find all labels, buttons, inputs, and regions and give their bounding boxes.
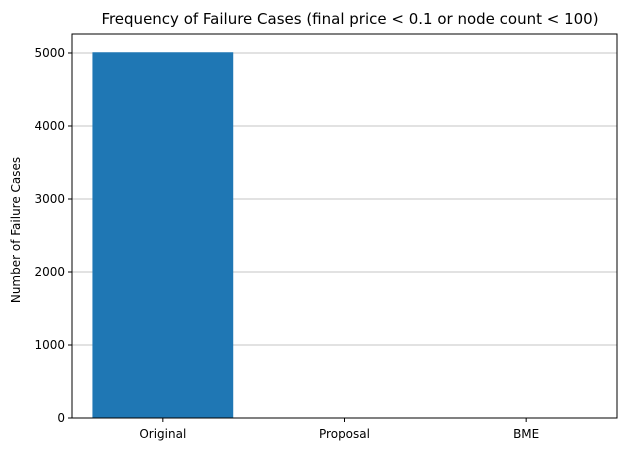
y-tick-label: 4000 xyxy=(34,119,65,133)
bar xyxy=(92,52,234,419)
y-tick-label: 1000 xyxy=(34,338,65,352)
y-tick-label: 5000 xyxy=(34,46,65,60)
x-tick-label: Original xyxy=(139,427,186,441)
chart-title: Frequency of Failure Cases (final price … xyxy=(101,10,598,28)
y-tick-label: 3000 xyxy=(34,192,65,206)
y-axis-ticks: 0 1000 2000 3000 4000 5000 xyxy=(34,46,72,425)
x-tick-label: BME xyxy=(513,427,539,441)
x-tick-label: Proposal xyxy=(319,427,370,441)
y-tick-label: 2000 xyxy=(34,265,65,279)
y-axis-label: Number of Failure Cases xyxy=(9,157,23,303)
x-axis-ticks: Original Proposal BME xyxy=(139,418,539,441)
y-tick-label: 0 xyxy=(57,411,65,425)
bars xyxy=(92,52,234,419)
